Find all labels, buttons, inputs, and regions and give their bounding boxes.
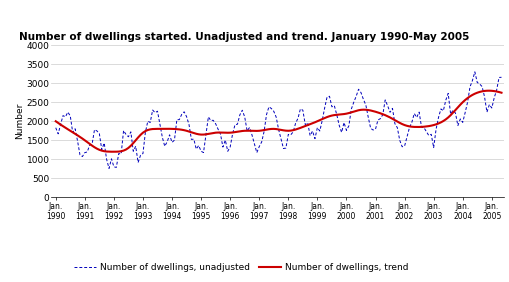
Y-axis label: Number: Number	[15, 103, 24, 139]
Number of dwellings, trend	[242, 129, 248, 133]
Number of dwellings, unadjusted	[358, 91, 364, 94]
Number of dwellings, unadjusted	[423, 130, 430, 133]
Number of dwellings, trend	[152, 127, 158, 131]
Number of dwellings, unadjusted	[242, 115, 248, 119]
Text: Number of dwellings started. Unadjusted and trend. January 1990-May 2005: Number of dwellings started. Unadjusted …	[19, 32, 470, 41]
Number of dwellings, trend	[108, 150, 115, 153]
Number of dwellings, trend	[150, 127, 156, 131]
Line: Number of dwellings, unadjusted: Number of dwellings, unadjusted	[56, 72, 501, 168]
Number of dwellings, unadjusted	[53, 126, 59, 129]
Number of dwellings, trend	[498, 91, 504, 94]
Number of dwellings, trend	[358, 108, 364, 111]
Number of dwellings, unadjusted	[498, 76, 504, 79]
Number of dwellings, trend	[125, 146, 131, 150]
Number of dwellings, unadjusted	[472, 70, 478, 74]
Line: Number of dwellings, trend: Number of dwellings, trend	[56, 91, 501, 152]
Number of dwellings, trend	[486, 89, 492, 92]
Number of dwellings, unadjusted	[150, 108, 156, 112]
Legend: Number of dwellings, unadjusted, Number of dwellings, trend: Number of dwellings, unadjusted, Number …	[70, 260, 412, 276]
Number of dwellings, unadjusted	[106, 167, 112, 170]
Number of dwellings, unadjusted	[152, 111, 158, 114]
Number of dwellings, trend	[423, 125, 430, 128]
Number of dwellings, trend	[53, 120, 59, 123]
Number of dwellings, unadjusted	[125, 135, 131, 138]
